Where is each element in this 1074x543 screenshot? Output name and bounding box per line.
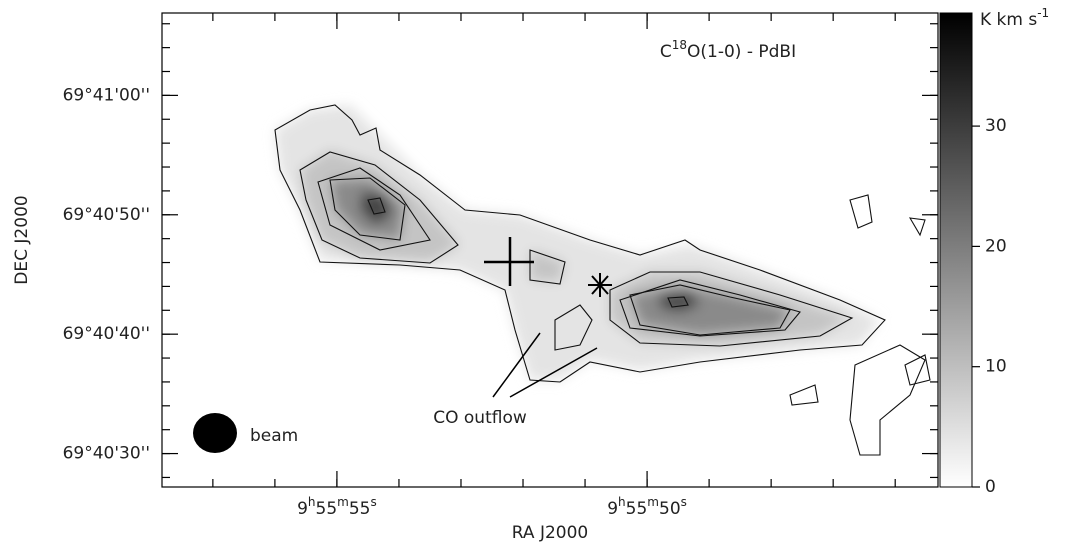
x-tick-label: 9h55m55s bbox=[297, 495, 377, 520]
colorbar bbox=[939, 12, 973, 488]
y-tick-label: 69°40'30'' bbox=[63, 444, 150, 464]
colorbar-tick-label: 0 bbox=[985, 477, 996, 497]
text-part: h bbox=[308, 495, 316, 509]
annotation: CO outflow bbox=[433, 408, 527, 428]
text-part: O(1-0) - PdBI bbox=[687, 42, 796, 62]
text-part: 9 bbox=[607, 499, 618, 519]
text-part: 55 bbox=[316, 499, 338, 519]
colorbar-tick-label: 10 bbox=[985, 357, 1007, 377]
y-tick-label: 69°40'40'' bbox=[63, 324, 150, 344]
text-part: 9 bbox=[297, 499, 308, 519]
text-part: -1 bbox=[1037, 6, 1049, 20]
text-part: C bbox=[660, 42, 672, 62]
colorbar-label: K km s-1 bbox=[980, 6, 1049, 31]
text-part: s bbox=[371, 495, 377, 509]
colorbar-tick-label: 30 bbox=[985, 116, 1007, 136]
emission-map bbox=[193, 104, 931, 456]
colorbar-tick-label: 20 bbox=[985, 236, 1007, 256]
text-part: m bbox=[337, 495, 349, 509]
text-part: K km s bbox=[980, 10, 1037, 30]
x-axis-label: RA J2000 bbox=[512, 523, 588, 543]
y-tick-label: 69°41'00'' bbox=[63, 85, 150, 105]
text-part: 18 bbox=[672, 38, 687, 52]
text-part: 55 bbox=[349, 499, 371, 519]
text-part: s bbox=[681, 495, 687, 509]
y-axis-label: DEC J2000 bbox=[12, 195, 32, 284]
text-part: 50 bbox=[659, 499, 681, 519]
chart-title: C18O(1-0) - PdBI bbox=[660, 38, 796, 63]
text-part: 55 bbox=[626, 499, 648, 519]
plot-frame bbox=[161, 12, 939, 488]
x-tick-label: 9h55m50s bbox=[607, 495, 687, 520]
annotation: beam bbox=[250, 426, 298, 446]
text-part: m bbox=[647, 495, 659, 509]
text-part: h bbox=[618, 495, 626, 509]
y-tick-label: 69°40'50'' bbox=[63, 205, 150, 225]
